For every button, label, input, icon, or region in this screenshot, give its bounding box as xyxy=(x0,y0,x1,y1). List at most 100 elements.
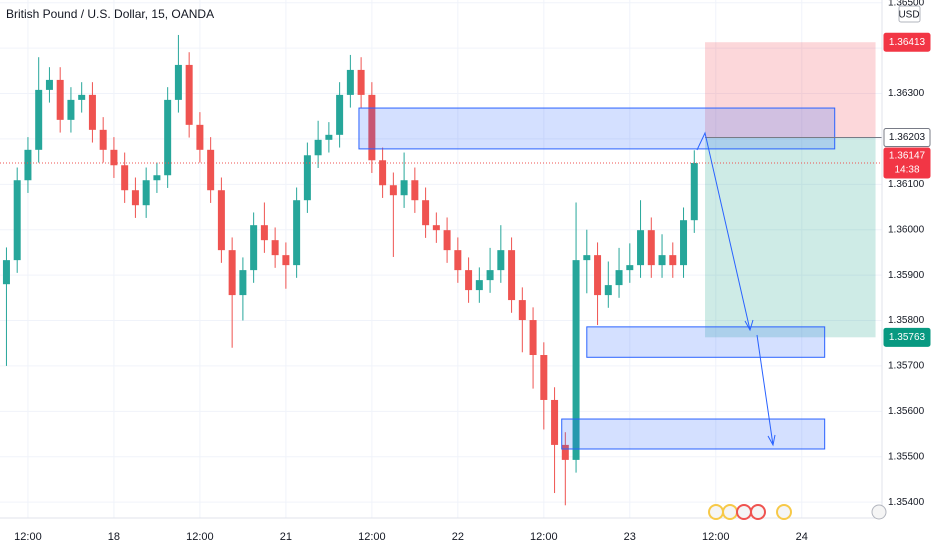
candle-body xyxy=(669,255,677,266)
target-zone xyxy=(705,137,876,338)
candle-body xyxy=(368,94,376,161)
candle-body xyxy=(45,79,53,90)
candle-body xyxy=(67,99,75,120)
candle-body xyxy=(497,250,505,271)
candle-body xyxy=(336,94,344,135)
candle-body xyxy=(658,255,666,266)
candle-body xyxy=(239,270,247,296)
candle-body xyxy=(78,94,86,100)
event-icon[interactable] xyxy=(736,504,752,520)
candle-body xyxy=(207,149,215,191)
candle-body xyxy=(454,250,462,271)
candle-body xyxy=(626,265,634,271)
y-tick-label: 1.35700 xyxy=(888,361,925,372)
candle-body xyxy=(303,155,311,201)
x-tick-label: 12:00 xyxy=(14,531,42,543)
price-label: 1.35763 xyxy=(889,332,926,343)
zone xyxy=(358,107,836,150)
currency-box[interactable] xyxy=(898,5,921,23)
price-label-box xyxy=(883,32,931,52)
candle-body xyxy=(271,240,279,256)
candle-body xyxy=(250,225,258,271)
candle-body xyxy=(346,69,354,95)
candle-body xyxy=(228,250,236,296)
x-tick-label: 23 xyxy=(624,531,636,543)
event-icon[interactable] xyxy=(708,504,724,520)
candle-body xyxy=(13,180,21,261)
x-tick-label: 22 xyxy=(452,531,464,543)
candle-body xyxy=(389,185,397,196)
candle-body xyxy=(508,250,516,301)
candle-body xyxy=(196,124,204,150)
countdown: 14:38 xyxy=(894,165,919,176)
candle-body xyxy=(572,260,580,460)
candle-body xyxy=(293,200,301,266)
stop-zone xyxy=(705,42,876,138)
candle-body xyxy=(551,399,559,445)
candle-body xyxy=(185,64,193,125)
price-label-box xyxy=(883,327,931,347)
price-label: 1.36203 xyxy=(889,132,926,143)
candle-body xyxy=(400,180,408,196)
event-icon[interactable] xyxy=(776,504,792,520)
x-tick-label: 12:00 xyxy=(186,531,214,543)
arrow-head xyxy=(767,434,776,447)
event-icon[interactable] xyxy=(722,504,738,520)
x-tick-label: 12:00 xyxy=(530,531,558,543)
candle-body xyxy=(529,320,537,356)
candle-body xyxy=(561,444,569,460)
candle-body xyxy=(486,270,494,281)
candle-body xyxy=(24,149,32,181)
arrow-line xyxy=(756,334,774,446)
candle-body xyxy=(411,180,419,201)
event-icons[interactable] xyxy=(708,504,887,520)
y-tick-label: 1.35500 xyxy=(888,451,925,462)
y-tick-label: 1.35400 xyxy=(888,497,925,508)
zone xyxy=(561,418,826,450)
candle-body xyxy=(35,89,43,150)
candle-body xyxy=(357,69,365,95)
candle-body xyxy=(518,300,526,321)
candle-body xyxy=(282,255,290,266)
y-tick-label: 1.36300 xyxy=(888,88,925,99)
candle-body xyxy=(422,200,430,226)
candle-body xyxy=(56,79,64,120)
event-icon[interactable] xyxy=(871,504,887,520)
x-tick-label: 12:00 xyxy=(358,531,386,543)
y-tick-label: 1.36000 xyxy=(888,224,925,235)
x-tick-label: 18 xyxy=(108,531,120,543)
event-icon[interactable] xyxy=(750,504,766,520)
candle-body xyxy=(2,260,10,285)
price-label: 1.36147 xyxy=(889,151,926,162)
candle-body xyxy=(314,139,322,156)
x-tick-label: 24 xyxy=(796,531,808,543)
x-tick-label: 21 xyxy=(280,531,292,543)
candle-body xyxy=(637,230,645,266)
candle-body xyxy=(99,129,107,150)
currency-label: USD xyxy=(898,10,919,21)
candle-body xyxy=(680,220,688,266)
arrow-line xyxy=(696,131,751,331)
candle-body xyxy=(615,270,623,286)
candle-body xyxy=(88,94,96,130)
candle-body xyxy=(325,134,333,140)
candle-body xyxy=(594,255,602,296)
candle-body xyxy=(153,175,161,181)
y-tick-label: 1.35800 xyxy=(888,315,925,326)
y-tick-label: 1.36100 xyxy=(888,179,925,190)
candle-body xyxy=(604,285,612,296)
price-label-box xyxy=(883,128,931,148)
candle-body xyxy=(540,355,548,400)
arrow-head xyxy=(744,319,754,332)
candle-body xyxy=(443,230,451,251)
y-tick-label: 1.35600 xyxy=(888,406,925,417)
candle-body xyxy=(647,230,655,266)
candle-body xyxy=(432,225,440,231)
price-label-box xyxy=(883,147,931,179)
candle-body xyxy=(475,280,483,291)
candle-body xyxy=(164,99,172,176)
candle-body xyxy=(260,225,268,241)
y-tick-label: 1.36500 xyxy=(888,0,925,8)
price-label: 1.36413 xyxy=(889,37,926,48)
